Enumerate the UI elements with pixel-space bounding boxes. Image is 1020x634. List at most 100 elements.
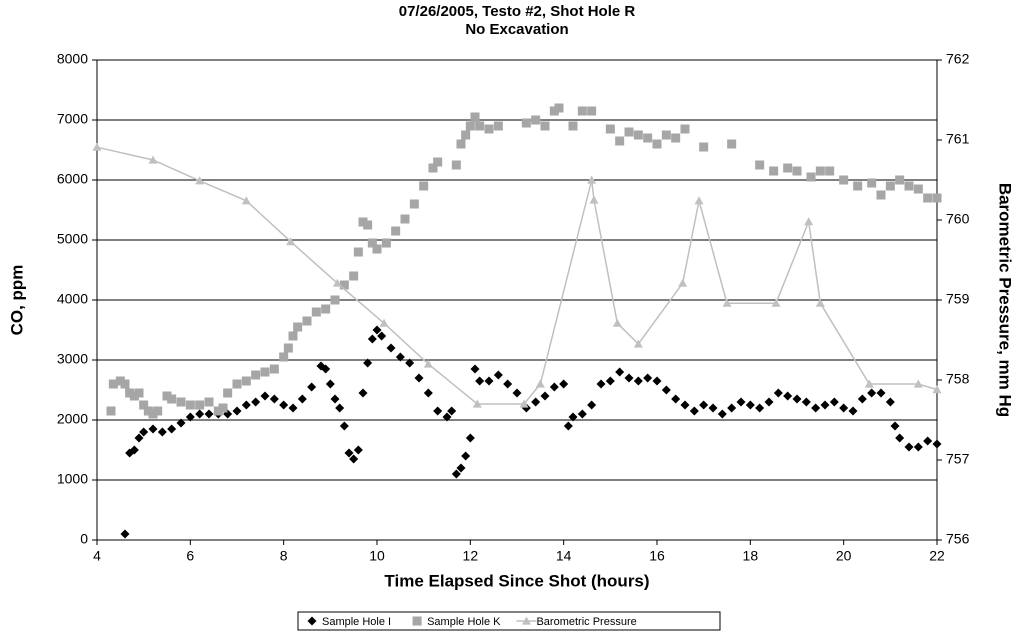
point [605, 124, 615, 134]
point [269, 364, 279, 374]
point [339, 280, 349, 290]
point [783, 391, 793, 401]
y2-tick-label: 759 [946, 291, 970, 307]
point [288, 331, 298, 341]
point [433, 406, 443, 416]
point [176, 397, 186, 407]
point [349, 271, 359, 281]
point [251, 397, 261, 407]
point [755, 160, 765, 170]
y2-tick-label: 762 [946, 51, 970, 67]
point [167, 394, 177, 404]
point [353, 247, 363, 257]
x-tick-label: 10 [369, 548, 385, 564]
point [549, 382, 559, 392]
point [195, 400, 205, 410]
point [400, 214, 410, 224]
point [549, 106, 559, 116]
point [885, 181, 895, 191]
y-tick-label: 1000 [57, 471, 88, 487]
point [764, 397, 774, 407]
point [106, 406, 116, 416]
point [307, 382, 317, 392]
point [358, 217, 368, 227]
x-axis-label: Time Elapsed Since Shot (hours) [384, 571, 649, 590]
point [153, 406, 163, 416]
point [540, 391, 550, 401]
point [353, 445, 363, 455]
point [699, 142, 709, 152]
point [848, 406, 858, 416]
point [451, 469, 461, 479]
point [493, 370, 503, 380]
point [829, 397, 839, 407]
point [379, 318, 389, 327]
point [419, 181, 429, 191]
point [904, 181, 914, 191]
point [409, 199, 419, 209]
legend-label: Barometric Pressure [536, 616, 636, 628]
point [563, 421, 573, 431]
point [895, 175, 905, 185]
point [204, 397, 214, 407]
point [377, 331, 387, 341]
point [461, 451, 471, 461]
y2-tick-label: 756 [946, 531, 970, 547]
point [811, 403, 821, 413]
point [913, 184, 923, 194]
point [722, 298, 732, 307]
point [279, 352, 289, 362]
point [932, 385, 942, 394]
point [587, 106, 597, 116]
point [139, 427, 149, 437]
point [456, 463, 466, 473]
x-tick-label: 4 [93, 548, 101, 564]
point [876, 190, 886, 200]
point [678, 278, 688, 287]
point [381, 238, 391, 248]
point [633, 376, 643, 386]
point [293, 322, 303, 332]
y-tick-label: 0 [80, 531, 88, 547]
x-tick-label: 12 [463, 548, 479, 564]
point [612, 318, 622, 327]
point [671, 394, 681, 404]
y-axis-label: CO, ppm [7, 265, 26, 336]
point [367, 334, 377, 344]
point [531, 115, 541, 125]
point [708, 403, 718, 413]
point [559, 379, 569, 389]
point [857, 394, 867, 404]
point [120, 529, 130, 539]
point [363, 358, 373, 368]
point [792, 394, 802, 404]
chart-subtitle: No Excavation [465, 21, 568, 38]
point [493, 121, 503, 131]
point [717, 409, 727, 419]
point [344, 448, 354, 458]
pressure-line [96, 146, 938, 405]
point [302, 316, 312, 326]
point [736, 397, 746, 407]
point [904, 442, 914, 452]
point [148, 409, 158, 419]
point [825, 166, 835, 176]
x-tick-label: 20 [836, 548, 852, 564]
legend-marker [521, 616, 531, 625]
legend-marker [412, 616, 422, 626]
point [472, 399, 482, 408]
point [391, 226, 401, 236]
point [358, 388, 368, 398]
point [115, 376, 125, 386]
x-tick-label: 6 [186, 548, 194, 564]
point [512, 388, 522, 398]
x-tick-label: 8 [280, 548, 288, 564]
point [223, 388, 233, 398]
point [279, 400, 289, 410]
point [932, 193, 942, 203]
point [652, 376, 662, 386]
point [325, 379, 335, 389]
point [475, 376, 485, 386]
point [815, 298, 825, 307]
point [321, 364, 331, 374]
